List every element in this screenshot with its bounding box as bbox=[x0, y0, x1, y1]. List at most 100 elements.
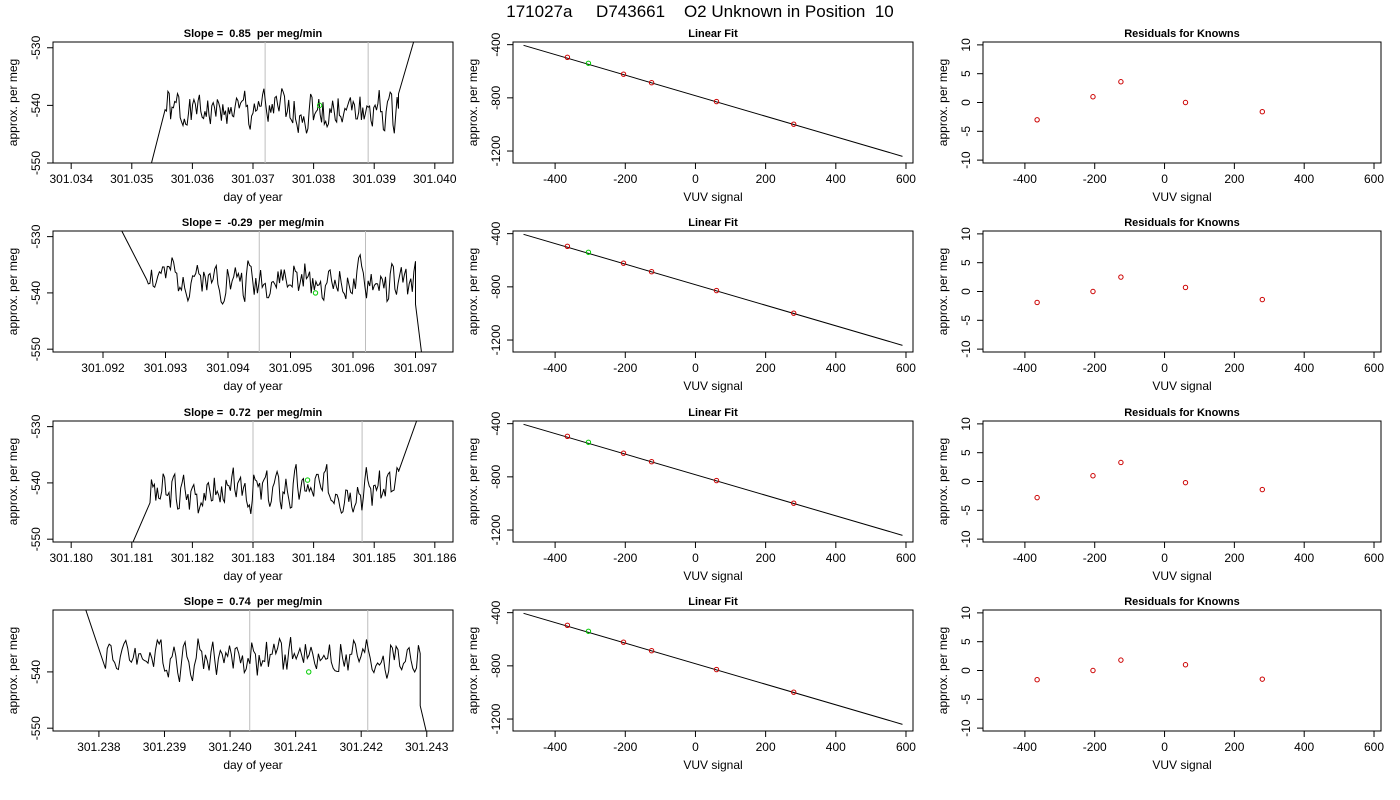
panel-title: Residuals for Knowns bbox=[1124, 28, 1240, 40]
y-tick-label: -530 bbox=[29, 35, 43, 59]
residual-point bbox=[1034, 494, 1040, 501]
x-tick-label: -200 bbox=[1083, 551, 1107, 565]
residual-point bbox=[1118, 657, 1124, 663]
known-point bbox=[620, 639, 627, 645]
panel-title: Linear Fit bbox=[688, 407, 738, 419]
panel-time-4: Slope = 0.74 per meg/min 301.238 301.239 30… bbox=[6, 596, 454, 772]
y-tick-label: -5 bbox=[959, 315, 973, 326]
residual-point bbox=[1090, 667, 1096, 674]
y-tick-label: 10 bbox=[959, 38, 973, 52]
x-tick-label: -200 bbox=[613, 551, 637, 565]
panel-title: Slope = 0.74 per meg/min bbox=[184, 596, 323, 608]
signal-trace bbox=[150, 42, 415, 163]
y-tick-label: -540 bbox=[29, 660, 43, 684]
panel-title: Slope = 0.85 per meg/min bbox=[184, 28, 323, 40]
y-axis-label: approx. per meg bbox=[466, 438, 480, 525]
x-axis-label: VUV signal bbox=[683, 190, 742, 204]
x-tick-label: 301.093 bbox=[144, 361, 188, 375]
y-tick-label: 10 bbox=[959, 606, 973, 620]
y-tick-label: -530 bbox=[29, 414, 43, 438]
x-axis-label: day of year bbox=[223, 379, 282, 393]
residual-point bbox=[1118, 274, 1124, 280]
plot-frame bbox=[512, 230, 914, 353]
plot-frame bbox=[982, 609, 1382, 732]
plot-data bbox=[85, 610, 427, 731]
y-axis-label: approx. per meg bbox=[6, 627, 20, 714]
x-tick-label: 301.097 bbox=[394, 361, 438, 375]
known-point bbox=[791, 310, 797, 316]
x-axis-label: day of year bbox=[223, 569, 282, 583]
x-tick-label: 200 bbox=[1224, 551, 1244, 565]
x-tick-label: 200 bbox=[1224, 740, 1244, 754]
y-tick-label: -530 bbox=[29, 224, 43, 248]
x-axis-label: VUV signal bbox=[1152, 758, 1211, 772]
known-point bbox=[564, 433, 571, 439]
y-tick-label: 0 bbox=[959, 99, 973, 106]
x-tick-label: 301.183 bbox=[231, 551, 275, 565]
known-point bbox=[713, 477, 720, 484]
panel-title: Linear Fit bbox=[688, 217, 738, 229]
y-tick-label: -10 bbox=[959, 340, 973, 358]
plot-data bbox=[523, 233, 903, 346]
y-tick-label: -800 bbox=[489, 465, 503, 489]
unknown-point bbox=[585, 439, 592, 445]
unknown-point bbox=[585, 628, 592, 634]
plot-data bbox=[523, 423, 903, 536]
y-tick-label: 0 bbox=[959, 667, 973, 674]
y-tick-label: -1200 bbox=[489, 135, 503, 166]
x-tick-label: 200 bbox=[756, 361, 776, 375]
x-tick-label: 301.035 bbox=[110, 172, 154, 186]
plot-data bbox=[1034, 274, 1265, 306]
x-tick-label: -400 bbox=[543, 551, 567, 565]
fit-line bbox=[523, 233, 903, 346]
plot-frame bbox=[52, 41, 454, 164]
x-axis-label: VUV signal bbox=[1152, 569, 1211, 583]
known-point bbox=[648, 458, 655, 465]
plot-data bbox=[121, 231, 422, 352]
x-tick-label: 301.040 bbox=[413, 172, 457, 186]
x-tick-label: -400 bbox=[1013, 551, 1037, 565]
x-tick-label: 301.239 bbox=[143, 740, 187, 754]
x-tick-label: 400 bbox=[1294, 361, 1314, 375]
plot-frame bbox=[982, 41, 1382, 164]
y-tick-label: -800 bbox=[489, 275, 503, 299]
unknown-marker bbox=[304, 477, 311, 483]
y-tick-label: -800 bbox=[489, 654, 503, 678]
residual-point bbox=[1118, 79, 1124, 85]
residual-point bbox=[1182, 479, 1189, 486]
y-axis-label: approx. per meg bbox=[6, 438, 20, 525]
x-tick-label: 400 bbox=[1294, 551, 1314, 565]
residual-point bbox=[1034, 117, 1040, 123]
x-tick-label: 301.238 bbox=[77, 740, 121, 754]
y-axis-label: approx. per meg bbox=[936, 438, 950, 525]
panel-time-1: Slope = 0.85 per meg/min 301.034 301.035 30… bbox=[6, 28, 457, 204]
x-tick-label: 301.241 bbox=[274, 740, 318, 754]
x-tick-label: -200 bbox=[1083, 172, 1107, 186]
panel-title: Slope = -0.29 per meg/min bbox=[182, 217, 324, 229]
x-tick-label: -200 bbox=[613, 361, 637, 375]
y-axis-label: approx. per meg bbox=[936, 627, 950, 714]
plot-data bbox=[1034, 79, 1265, 123]
x-tick-label: 400 bbox=[1294, 172, 1314, 186]
known-point bbox=[791, 121, 797, 127]
x-tick-label: 301.038 bbox=[292, 172, 336, 186]
y-tick-label: 5 bbox=[959, 638, 973, 645]
fit-line bbox=[523, 612, 903, 725]
x-axis-label: day of year bbox=[223, 758, 282, 772]
x-tick-label: 600 bbox=[896, 172, 916, 186]
unknown-point bbox=[585, 60, 592, 66]
plot-data bbox=[150, 42, 415, 163]
panel-title: Residuals for Knowns bbox=[1124, 596, 1240, 608]
panel-title: Slope = 0.72 per meg/min bbox=[184, 407, 323, 419]
plot-data bbox=[132, 421, 418, 542]
x-tick-label: 0 bbox=[1161, 172, 1168, 186]
y-tick-label: -550 bbox=[29, 151, 43, 175]
y-tick-label: -1200 bbox=[489, 324, 503, 355]
residual-point bbox=[1182, 99, 1189, 106]
panel-fit-1: Linear Fit -400 -200 0 200 400 600 -400 -800 -120… bbox=[466, 28, 916, 204]
known-point bbox=[648, 647, 655, 654]
residual-point bbox=[1182, 662, 1189, 668]
x-axis-label: VUV signal bbox=[1152, 190, 1211, 204]
known-point bbox=[791, 500, 797, 506]
